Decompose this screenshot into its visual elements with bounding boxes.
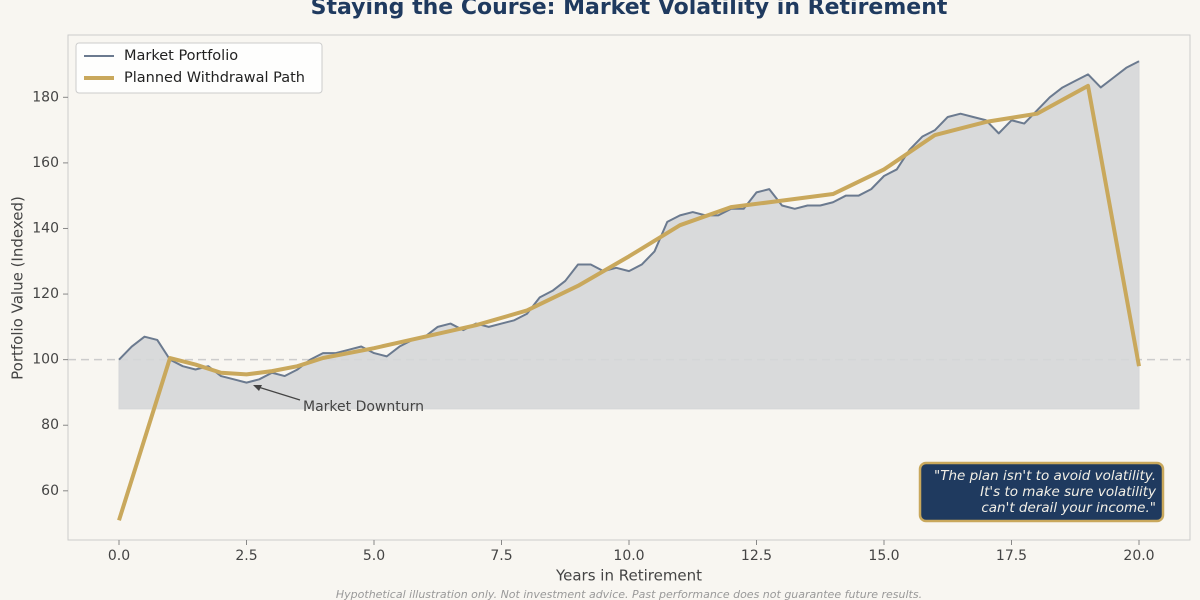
arrow-head xyxy=(253,385,262,391)
y-tick-label: 60 xyxy=(41,483,59,499)
series-line xyxy=(118,60,1140,384)
quote-line: "The plan isn't to avoid volatility. xyxy=(934,468,1156,484)
quote-line: can't derail your income." xyxy=(981,500,1156,516)
x-tick-label: 12.5 xyxy=(741,548,772,564)
y-tick-label: 140 xyxy=(32,220,59,236)
quote-line: It's to make sure volatility xyxy=(980,484,1157,500)
chart-title: Staying the Course: Market Volatility in… xyxy=(311,0,948,20)
x-axis-label: Years in Retirement xyxy=(555,567,702,585)
x-tick-label: 5.0 xyxy=(363,548,385,564)
quote-box xyxy=(918,461,1165,523)
x-tick-label: 7.5 xyxy=(490,548,512,564)
y-tick-label: 100 xyxy=(32,352,59,368)
x-tick-label: 0.0 xyxy=(108,548,130,564)
y-tick-label: 80 xyxy=(41,417,59,433)
y-tick-label: 160 xyxy=(32,155,59,171)
footnote: Hypothetical illustration only. Not inve… xyxy=(336,588,922,600)
annotation-arrow xyxy=(254,385,301,401)
area-fill xyxy=(118,60,1140,410)
legend-label: Market Portfolio xyxy=(124,48,238,64)
x-tick-label: 17.5 xyxy=(996,548,1027,564)
x-tick-label: 10.0 xyxy=(613,548,644,564)
x-tick-label: 2.5 xyxy=(235,548,257,564)
y-tick-label: 180 xyxy=(32,89,59,105)
legend-label: Planned Withdrawal Path xyxy=(124,70,305,86)
y-axis-label: Portfolio Value (Indexed) xyxy=(9,196,27,380)
series-line xyxy=(117,83,1141,521)
annotation-text: Market Downturn xyxy=(303,399,424,415)
legend-box xyxy=(75,42,323,94)
y-tick-label: 120 xyxy=(32,286,59,302)
x-tick-label: 20.0 xyxy=(1123,548,1154,564)
x-tick-label: 15.0 xyxy=(868,548,899,564)
